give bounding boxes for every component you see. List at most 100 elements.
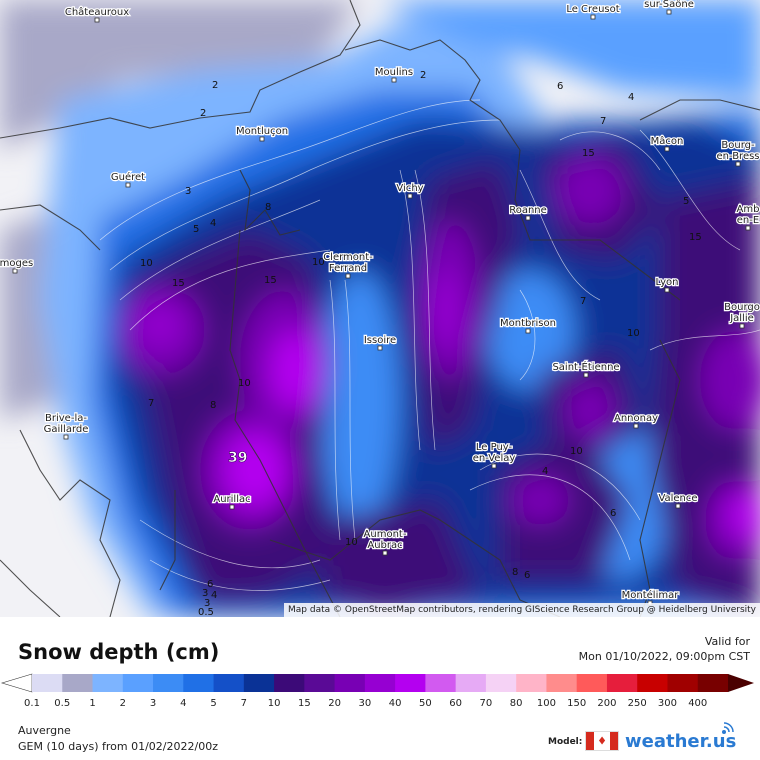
contour-label: 4 xyxy=(210,218,216,229)
contour-label: 10 xyxy=(238,378,251,389)
legend-swatch xyxy=(697,674,729,692)
legend-tick-label: 300 xyxy=(658,698,677,709)
city-label: Moulins xyxy=(375,67,413,78)
contour-label: 2 xyxy=(212,80,218,91)
legend-swatch xyxy=(485,674,517,692)
legend-arrow-left xyxy=(0,673,33,693)
city-clermont-ferrand: Clermont-Ferrand xyxy=(322,251,374,279)
city-brive-la-gaillarde: Brive-la-Gaillarde xyxy=(42,412,90,440)
city-label: en-E xyxy=(737,215,759,226)
model-run-info: GEM (10 days) from 01/02/2022/00z xyxy=(18,740,218,753)
city-roanne: Roanne xyxy=(508,204,548,221)
contour-label: 10 xyxy=(140,258,153,269)
city-label: Brive-la- xyxy=(45,413,87,424)
contour-label: 10 xyxy=(312,257,325,268)
legend-swatch xyxy=(122,674,154,692)
city-label: Le Creusot xyxy=(566,4,619,15)
legend-tick-label: 80 xyxy=(510,698,523,709)
city-le-puy-en-velay: Le Puy-en-Velay xyxy=(471,441,517,469)
legend-tick-label: 20 xyxy=(328,698,341,709)
contour-label: 4 xyxy=(628,92,634,103)
valid-for-label: Valid for xyxy=(704,635,750,648)
weather-us-logo[interactable]: ♦ weather.us xyxy=(585,728,736,754)
snow-depth-fields xyxy=(0,0,760,617)
city-label: Clermont- xyxy=(323,252,373,263)
legend-tick-label: 3 xyxy=(150,698,156,709)
region-borders xyxy=(0,0,760,617)
city-label: en-Velay xyxy=(473,453,516,464)
contour-label: 10 xyxy=(570,446,583,457)
legend-tick-label: 0.5 xyxy=(54,698,70,709)
city-montbrison: Montbrison xyxy=(499,317,557,334)
contour-label: 3 xyxy=(202,588,208,599)
contour-label: 15 xyxy=(582,148,595,159)
legend-tick-label: 4 xyxy=(180,698,186,709)
city-label: Gaillarde xyxy=(44,424,89,435)
city-chalon-sur-sa-ne: Chalon-sur-Saône xyxy=(643,0,695,15)
contour-label: 0.5 xyxy=(198,607,214,617)
brand-name: weather.us xyxy=(625,730,737,752)
city-label: Bourgo xyxy=(724,302,760,313)
city-label: Aurillac xyxy=(213,494,250,505)
legend-tick-label: 15 xyxy=(298,698,311,709)
legend-swatch xyxy=(637,674,668,692)
contour-label: 6 xyxy=(610,508,616,519)
contour-label: 15 xyxy=(689,232,702,243)
legend-swatch xyxy=(183,674,215,692)
color-legend: 0.1 0.5 1 2 3 4 5 7 10 15 20 30 40 50 60 70 80 100 150 200 2… xyxy=(0,673,754,709)
city-label: Montbrison xyxy=(500,318,556,329)
city-label: Bourg- xyxy=(721,140,755,151)
city-gu-ret: Guéret xyxy=(110,170,146,188)
city-aumont-aubrac: Aumont-Aubrac xyxy=(362,528,408,556)
contour-label: 8 xyxy=(512,567,518,578)
legend-tick-label: 150 xyxy=(567,698,586,709)
city-saint-tienne: Saint-Étienne xyxy=(551,359,621,378)
city-label: Annonay xyxy=(614,413,658,424)
region-name: Auvergne xyxy=(18,724,71,737)
contour-label: 15 xyxy=(172,278,185,289)
legend-swatch xyxy=(213,674,245,692)
legend-swatch xyxy=(274,674,305,692)
contour-label: 2 xyxy=(420,70,426,81)
canada-flag-icon: ♦ xyxy=(585,731,619,751)
city-label: Ferrand xyxy=(329,263,367,274)
map-attribution: Map data © OpenStreetMap contributors, r… xyxy=(284,603,760,617)
legend-arrow-right xyxy=(728,674,754,692)
legend-swatch xyxy=(304,674,336,692)
city-lyon: Lyon xyxy=(654,276,680,293)
contour-label: 3 xyxy=(185,186,191,197)
legend-tick-label: 400 xyxy=(688,698,707,709)
contour-label: 2 xyxy=(200,108,206,119)
chart-title: Snow depth (cm) xyxy=(18,640,220,664)
contour-label: 4 xyxy=(542,466,548,477)
city-aurillac: Aurillac xyxy=(212,493,252,510)
snow-depth-map[interactable]: 2 2 2 3 4 5 6 7 4 5 8 10 15 15 10 7 15 1… xyxy=(0,0,760,617)
city-bourg-en-bresse: Bourg-en-Bress xyxy=(715,139,760,167)
legend-tick-label: 0.1 xyxy=(24,698,40,709)
contour-label: 10 xyxy=(345,537,358,548)
city-vichy: Vichy xyxy=(395,182,425,199)
city-label: Guéret xyxy=(111,171,145,183)
contour-label: 7 xyxy=(148,398,154,409)
legend-tick-label: 60 xyxy=(449,698,462,709)
contour-lines xyxy=(99,99,760,591)
contour-label: 8 xyxy=(265,202,271,213)
contour-label: 7 xyxy=(580,296,586,307)
city-label: en-Bress xyxy=(716,151,759,162)
city-label: Lyon xyxy=(655,277,678,288)
contour-label: 3 xyxy=(204,598,210,609)
legend-tick-label: 30 xyxy=(359,698,372,709)
city-label: Roanne xyxy=(509,205,547,216)
city-label: Amb xyxy=(737,204,760,215)
legend-swatch xyxy=(153,674,184,692)
contour-label: 10 xyxy=(627,328,640,339)
city-label: Jallie xyxy=(729,313,754,324)
legend-swatch xyxy=(455,674,487,692)
legend-tick-label: 70 xyxy=(480,698,493,709)
city-limoges: imoges xyxy=(0,257,34,274)
city-label: sur-Saône xyxy=(644,0,694,10)
contour-label: 15 xyxy=(264,275,277,286)
max-value-label: 39 xyxy=(228,450,247,466)
legend-swatch xyxy=(32,674,63,692)
legend-tick-label: 5 xyxy=(210,698,216,709)
